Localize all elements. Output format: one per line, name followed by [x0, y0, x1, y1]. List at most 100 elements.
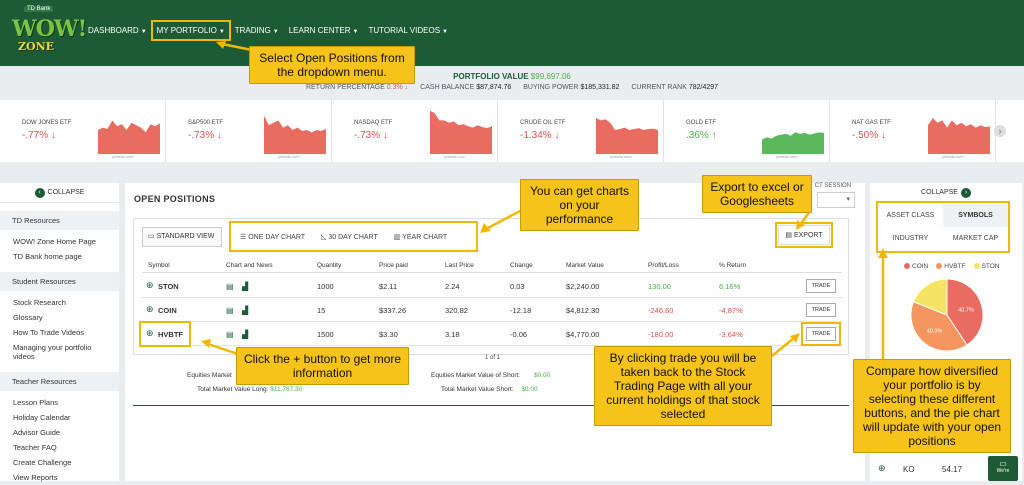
pie-slice-hvbtf[interactable]: [910, 301, 968, 352]
cell-change: 0.03: [510, 282, 525, 291]
chart-source: ycharts.com: [444, 154, 466, 159]
chart-source: ycharts.com: [278, 154, 300, 159]
expand-plus-icon[interactable]: ⊕: [146, 328, 154, 338]
collapse-right-button[interactable]: COLLAPSE ›: [870, 183, 1022, 203]
sparkline-area: [762, 132, 824, 154]
news-icon[interactable]: ▤: [226, 306, 234, 315]
sidebar-link[interactable]: Advisor Guide: [13, 428, 61, 437]
tab-year-chart[interactable]: ▥ YEAR CHART: [386, 233, 455, 241]
sidebar-link[interactable]: Holiday Calendar: [13, 413, 71, 422]
cell-pl: -246.60: [648, 306, 674, 315]
monitor-icon: ▭: [148, 233, 157, 240]
etf-card[interactable]: DOW JONES ETF -.77% ↓ ycharts.com: [0, 100, 166, 162]
etf-card[interactable]: S&P500 ETF -.73% ↓ ycharts.com: [166, 100, 332, 162]
nav-learn-center[interactable]: LEARN CENTER ▼: [289, 26, 359, 35]
nav-tutorial-videos[interactable]: TUTORIAL VIDEOS ▼: [368, 26, 448, 35]
arrow-down-icon: ↓: [380, 130, 388, 141]
rp-label: RETURN PERCENTAGE: [305, 84, 385, 91]
sidebar-link[interactable]: Create Challenge: [13, 458, 72, 467]
seg-symbols[interactable]: SYMBOLS: [943, 204, 1008, 227]
collapse-label: COLLAPSE: [47, 189, 85, 196]
legend-label: COIN: [912, 263, 929, 270]
chart-icon[interactable]: ▟: [242, 282, 249, 291]
etf-card[interactable]: NAT GAS ETF -.50% ↓ ycharts.com: [830, 100, 996, 162]
chevron-right-icon[interactable]: ›: [994, 125, 1006, 137]
cell-ret: -3.64%: [719, 330, 743, 339]
legend-item[interactable]: COIN: [904, 263, 928, 270]
row-symbol[interactable]: COIN: [158, 306, 177, 315]
cell-mv: $4,812.30: [566, 306, 600, 315]
sidebar-link[interactable]: TD Bank home page: [13, 252, 82, 261]
cash-label: CASH BALANCE: [420, 84, 475, 91]
etf-card[interactable]: CRUDE OIL ETF -1.34% ↓ ycharts.com: [498, 100, 664, 162]
chevron-down-icon: ▼: [272, 29, 279, 35]
legend-item[interactable]: STON: [973, 263, 1000, 270]
callout-charts: You can get charts on your performance: [520, 179, 639, 231]
sidebar-link[interactable]: Stock Research: [13, 298, 66, 307]
chart-source: ycharts.com: [112, 154, 134, 159]
chart-icon[interactable]: ▟: [242, 306, 249, 315]
tab-one-day-chart[interactable]: ☰ ONE DAY CHART: [232, 233, 313, 241]
tab-30-day-chart[interactable]: ◺ 30 DAY CHART: [313, 233, 386, 241]
trade-button[interactable]: TRADE: [806, 303, 836, 317]
etf-card[interactable]: NASDAQ ETF -.73% ↓ ycharts.com: [332, 100, 498, 162]
etf-name: GOLD ETF: [686, 120, 717, 126]
list-icon: ☰: [240, 233, 249, 241]
nav-learn-label: LEARN CENTER: [288, 26, 351, 35]
sidebar-link[interactable]: WOW! Zone Home Page: [13, 237, 96, 246]
trade-button[interactable]: TRADE: [801, 322, 841, 346]
pie-slice-ston[interactable]: [912, 278, 948, 316]
nav-my-portfolio[interactable]: MY PORTFOLIO ▼: [150, 20, 231, 41]
news-icon[interactable]: ▤: [226, 330, 234, 339]
trade-button[interactable]: TRADE: [806, 279, 836, 293]
chat-label: We're: [996, 468, 1010, 474]
standard-view-button[interactable]: ▭ STANDARD VIEW: [142, 227, 222, 247]
chart-icon[interactable]: ▟: [242, 330, 249, 339]
total-long-label: Total Market Value Long:: [197, 386, 269, 393]
main-nav: DASHBOARD ▼ MY PORTFOLIO ▼ TRADING ▼ LEARN …: [88, 20, 458, 41]
nav-trading-label: TRADING: [234, 26, 271, 35]
expand-plus-icon[interactable]: ⊕: [146, 280, 154, 290]
sparkline-area: [264, 115, 326, 154]
chevron-down-icon: ▼: [140, 29, 147, 35]
sidebar-link[interactable]: How To Trade Videos: [13, 328, 85, 337]
pie-slice-label: 40.7%: [958, 307, 974, 313]
sidebar-link[interactable]: Lesson Plans: [13, 398, 59, 407]
chat-button[interactable]: ▭ We're: [988, 456, 1018, 481]
etf-card[interactable]: GOLD ETF .36% ↑ ycharts.com: [664, 100, 830, 162]
nav-trading[interactable]: TRADING ▼: [235, 26, 279, 35]
sidebar-section-title: Student Resources: [0, 272, 119, 291]
cell-qty: 15: [317, 306, 326, 315]
sidebar-link[interactable]: Glossary: [13, 313, 43, 322]
chart-tabs: ☰ ONE DAY CHART ◺ 30 DAY CHART ▥ YEAR CH…: [229, 221, 478, 252]
sidebar-link[interactable]: Teacher FAQ: [13, 443, 57, 452]
collapse-left-button[interactable]: ‹ COLLAPSE: [0, 183, 119, 203]
col-price-paid: Price paid: [379, 262, 408, 269]
col-profit-loss: Profit/Loss: [648, 262, 679, 269]
top-nav-bar: TD Bank WOW! ZONE DASHBOARD ▼ MY PORTFOLI…: [0, 0, 1024, 66]
wow-zone-logo[interactable]: TD Bank WOW! ZONE: [10, 6, 87, 60]
session-select[interactable]: [817, 192, 855, 208]
plus-icon[interactable]: ⊕: [878, 463, 886, 473]
row-symbol[interactable]: HVBTF: [158, 330, 183, 339]
current-rank: CURRENT RANK 782/4297: [631, 84, 718, 91]
arrow-down-icon: ↓: [48, 130, 56, 141]
sidebar-link[interactable]: Managing your portfolio videos: [13, 343, 92, 361]
row-symbol[interactable]: STON: [158, 282, 179, 291]
sidebar-link[interactable]: View Reports: [13, 473, 58, 482]
seg-market-cap[interactable]: MARKET CAP: [952, 235, 999, 242]
news-icon[interactable]: ▤: [226, 282, 234, 291]
seg-industry[interactable]: INDUSTRY: [892, 235, 929, 242]
chart-source: ycharts.com: [776, 154, 798, 159]
eq-short-label: Equities Market Value of Short:: [431, 372, 521, 379]
area-chart-icon: ◺: [321, 233, 329, 241]
seg-asset-class[interactable]: ASSET CLASS: [886, 212, 935, 219]
etf-change-value: -.73%: [188, 130, 215, 141]
callout-arrow: [878, 248, 888, 360]
pie-legend: COIN HVBTF STON: [904, 263, 1000, 270]
portfolio-summary: PORTFOLIO VALUE $99,697.06 RETURN PERCEN…: [0, 72, 1024, 91]
legend-item[interactable]: HVBTF: [936, 263, 966, 270]
col-return: % Return: [719, 262, 747, 269]
nav-dashboard[interactable]: DASHBOARD ▼: [88, 26, 147, 35]
expand-plus-icon[interactable]: ⊕: [146, 304, 154, 314]
